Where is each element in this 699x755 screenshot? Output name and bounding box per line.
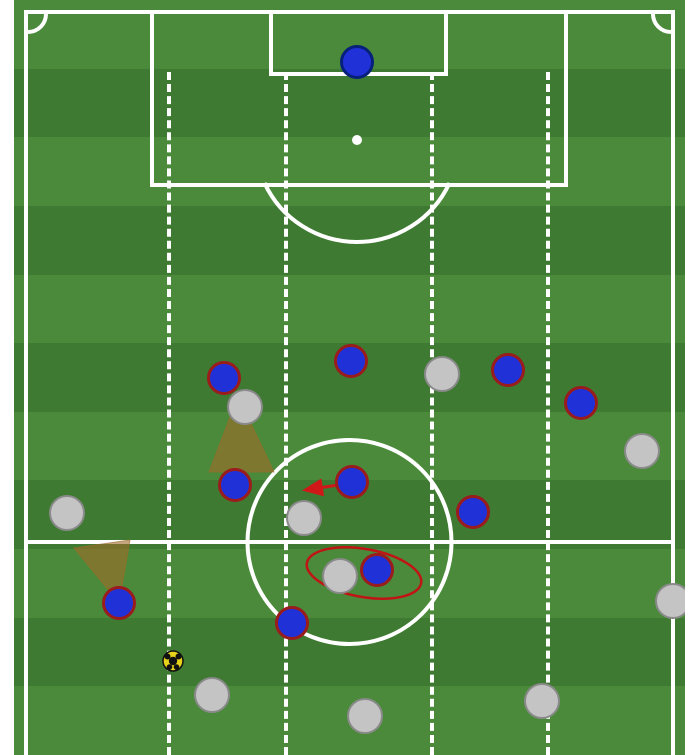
zone-line: [284, 72, 288, 755]
goal-box-left: [269, 10, 273, 72]
opponent-marker[interactable]: [424, 356, 460, 392]
opponent-marker[interactable]: [227, 389, 263, 425]
top-line: [24, 10, 675, 14]
team-marker[interactable]: [102, 586, 136, 620]
team-marker[interactable]: [564, 386, 598, 420]
tactics-canvas: [0, 0, 699, 755]
team-marker[interactable]: [360, 553, 394, 587]
halfway-line: [24, 540, 675, 544]
right-line: [671, 10, 675, 755]
team-marker[interactable]: [456, 495, 490, 529]
opponent-marker[interactable]: [655, 583, 685, 619]
goal-box-right: [444, 10, 448, 72]
penalty-box-right: [564, 10, 568, 183]
zone-line: [430, 72, 434, 755]
penalty-box-front: [150, 183, 568, 187]
opponent-marker[interactable]: [347, 698, 383, 734]
pitch: [14, 0, 685, 755]
opponent-marker[interactable]: [624, 433, 660, 469]
opponent-marker[interactable]: [286, 500, 322, 536]
grass-stripe: [14, 69, 685, 139]
zone-line: [546, 72, 550, 755]
left-line: [24, 10, 28, 755]
goalkeeper-marker[interactable]: [340, 45, 374, 79]
grass-stripe: [14, 206, 685, 276]
grass-stripe: [14, 618, 685, 688]
opponent-marker[interactable]: [194, 677, 230, 713]
opponent-marker[interactable]: [322, 558, 358, 594]
team-marker[interactable]: [218, 468, 252, 502]
grass-stripe: [14, 275, 685, 345]
team-marker[interactable]: [207, 361, 241, 395]
team-marker[interactable]: [491, 353, 525, 387]
team-marker[interactable]: [275, 606, 309, 640]
penalty-box-left: [150, 10, 154, 183]
team-marker[interactable]: [335, 465, 369, 499]
zone-line: [167, 72, 171, 755]
team-marker[interactable]: [334, 344, 368, 378]
grass-stripe: [14, 137, 685, 207]
opponent-marker[interactable]: [49, 495, 85, 531]
opponent-marker[interactable]: [524, 683, 560, 719]
